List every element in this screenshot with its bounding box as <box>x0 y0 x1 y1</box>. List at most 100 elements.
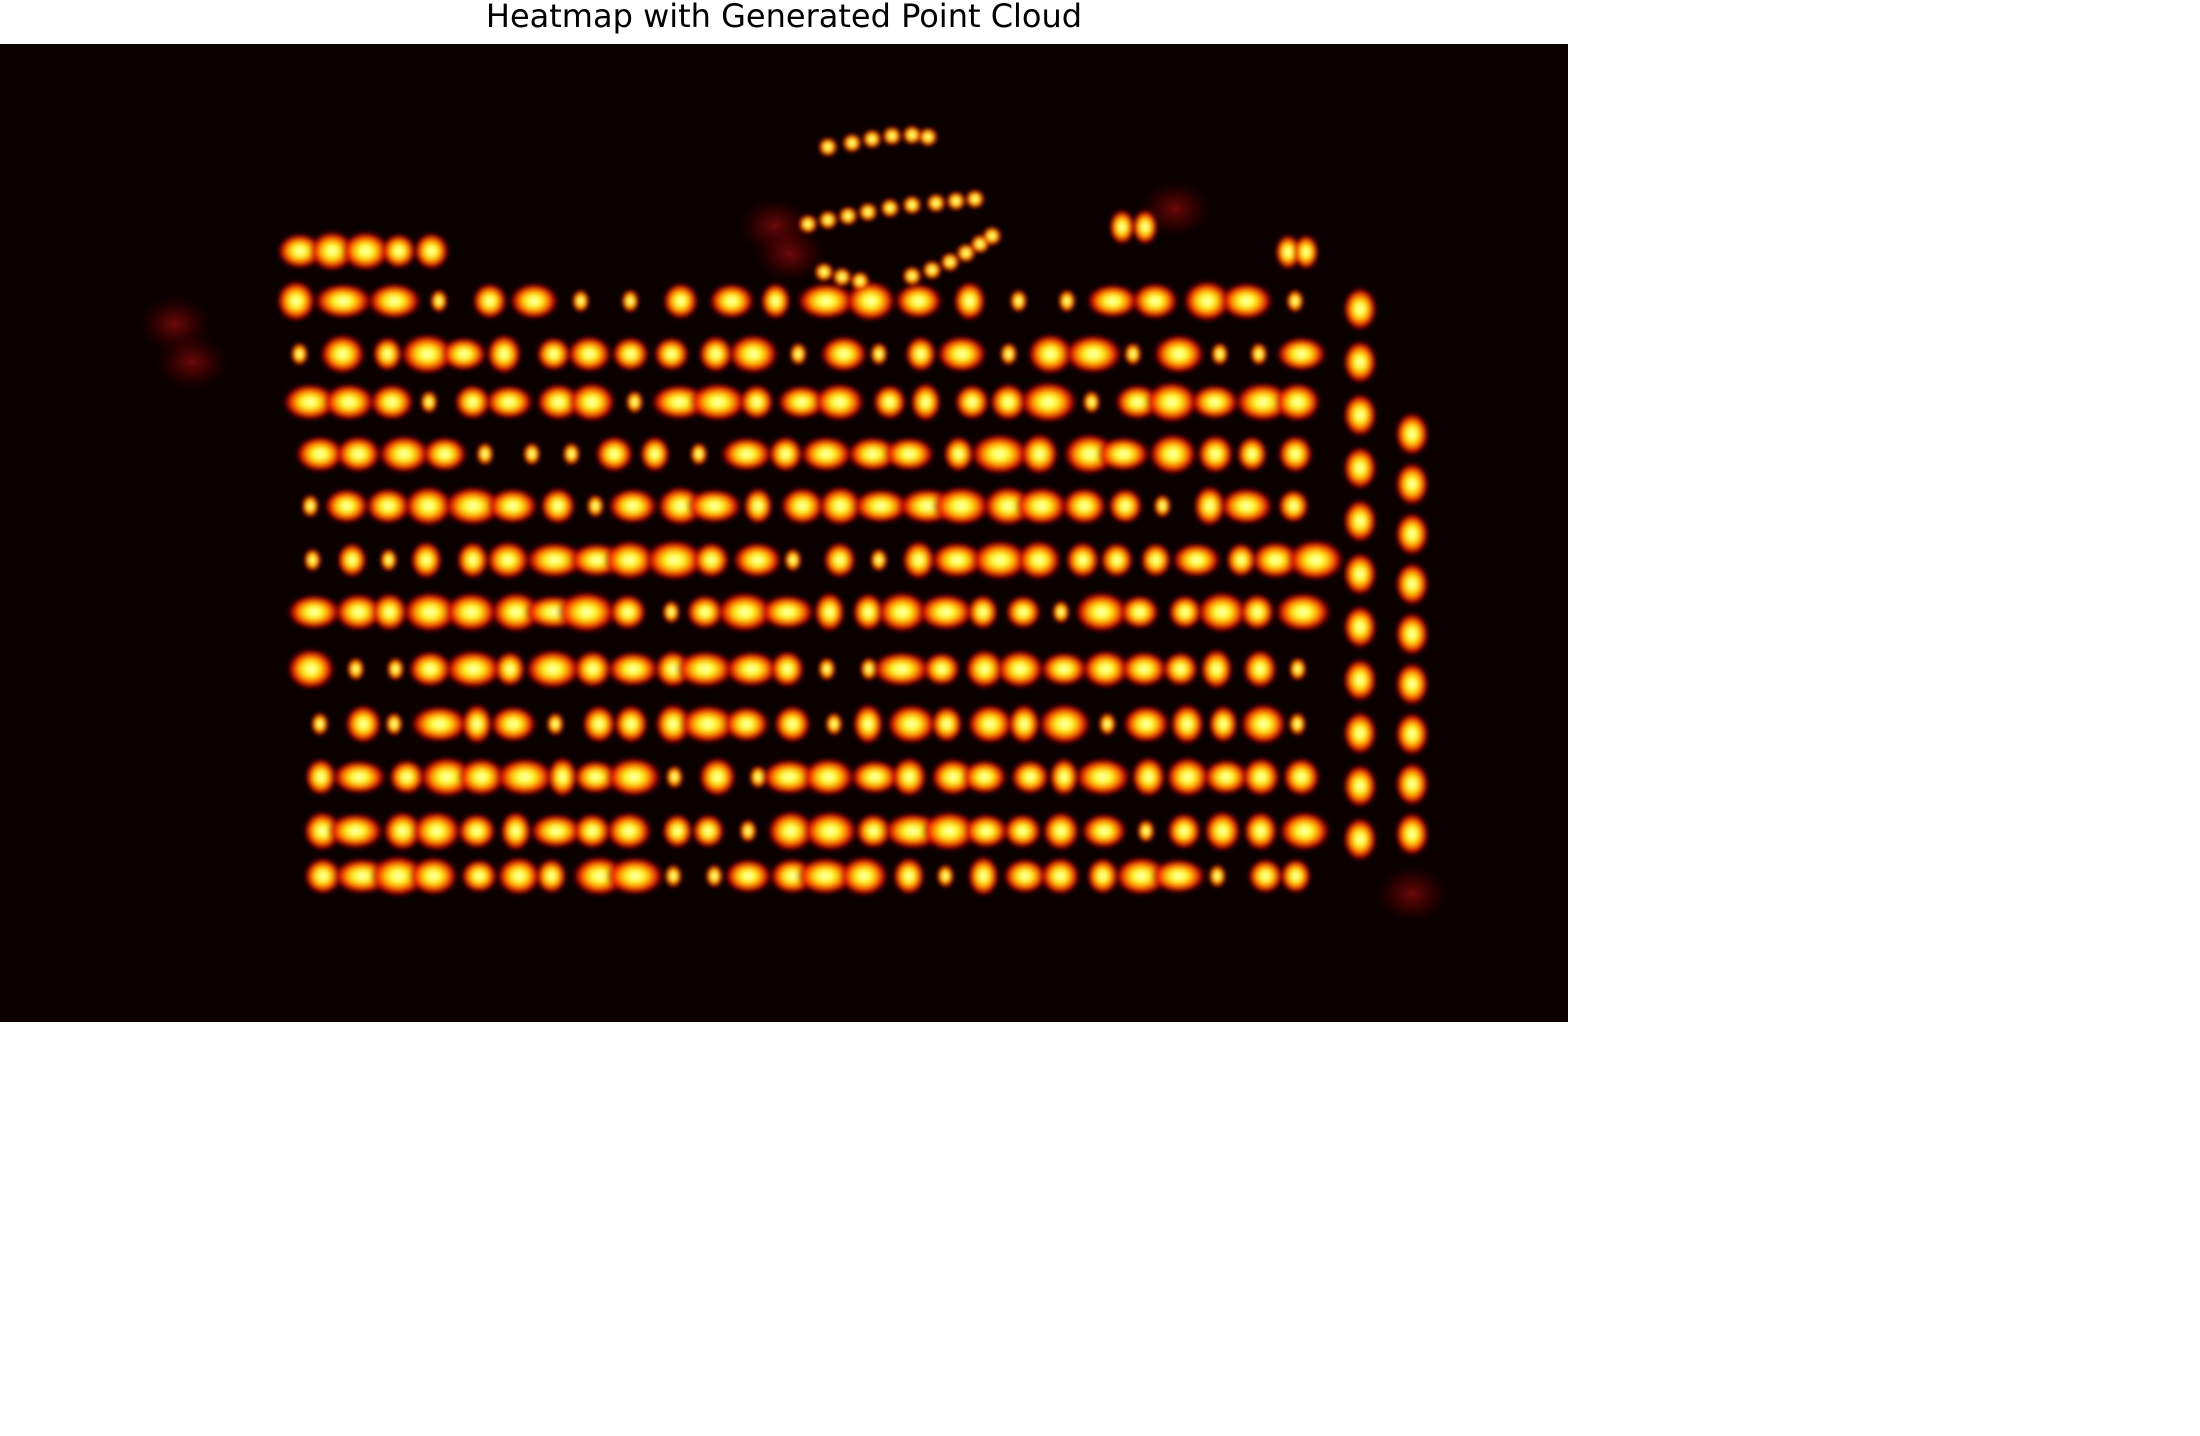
heat-point-row-10 <box>802 757 855 797</box>
heat-point-row-5 <box>686 488 743 524</box>
heat-point-row-5 <box>743 487 774 525</box>
heat-point-row-8 <box>1120 651 1168 687</box>
heat-point-row-6 <box>692 541 730 579</box>
heat-point-row-9 <box>852 703 884 745</box>
heat-point-row-4 <box>943 435 975 473</box>
heat-point-row-3 <box>1082 390 1101 414</box>
heat-point-row-10 <box>891 756 928 798</box>
heat-point-row-6 <box>1250 541 1301 579</box>
heat-point-row-12 <box>1086 857 1119 895</box>
faint-heat-region-1 <box>154 332 230 392</box>
heat-point-row-2 <box>904 335 937 373</box>
heat-point-row-9 <box>410 705 469 743</box>
heat-point-row-4 <box>1096 436 1151 472</box>
heat-point-row-1 <box>760 282 791 320</box>
heat-point-row-4 <box>883 437 935 471</box>
heat-point-row-11 <box>1080 813 1128 849</box>
heat-point-row-8 <box>1200 648 1233 690</box>
heat-point-column-0 <box>1343 499 1377 543</box>
heat-point-row-5 <box>1153 494 1172 518</box>
heat-point-arc-0 <box>842 133 862 153</box>
heat-point-row-12 <box>967 855 1000 897</box>
heat-point-row-11 <box>605 811 653 851</box>
heat-point-row-7 <box>371 592 408 632</box>
heat-point-arc-1 <box>838 206 858 226</box>
faint-regions <box>137 179 1450 924</box>
heat-point-cluster-3 <box>1293 234 1319 270</box>
heat-point-row-2 <box>789 342 808 366</box>
heat-point-row-3 <box>1145 381 1199 423</box>
heat-point-row-9 <box>461 703 493 745</box>
heat-point-row-6 <box>823 541 857 579</box>
heatmap-plot-area <box>0 44 1568 1022</box>
heat-point-column-1 <box>1395 512 1429 556</box>
heat-point-row-12 <box>892 856 926 896</box>
heat-point-row-4 <box>377 434 431 474</box>
heat-point-row-2 <box>1210 342 1229 366</box>
heat-point-row-3 <box>1190 384 1240 420</box>
heat-point-row-3 <box>1019 381 1078 423</box>
heat-point-row-1 <box>708 283 755 319</box>
heat-point-row-7 <box>686 594 724 630</box>
heat-point-row-10 <box>1241 757 1281 797</box>
heat-point-column-0 <box>1343 340 1377 384</box>
heat-point-row-11 <box>529 813 583 849</box>
heat-point-row-2 <box>819 335 869 373</box>
heat-point-row-7 <box>609 593 647 631</box>
heat-point-row-12 <box>839 855 889 897</box>
heat-point-row-12 <box>369 855 427 897</box>
heat-point-row-11 <box>1137 819 1155 843</box>
heat-point-row-9 <box>546 712 565 736</box>
heat-point-row-7 <box>1196 591 1248 633</box>
heat-point-row-11 <box>327 812 384 850</box>
heat-point-arc-1 <box>926 193 946 213</box>
heat-point-row-8 <box>606 651 660 687</box>
heat-point-row-11 <box>921 810 977 852</box>
heat-point-row-7 <box>716 591 774 633</box>
heat-point-row-11 <box>573 812 612 850</box>
heat-point-row-3 <box>454 384 491 420</box>
heat-point-row-6 <box>783 548 802 572</box>
heat-point-row-12 <box>1208 864 1227 888</box>
heat-point-row-7 <box>334 593 383 631</box>
heat-point-arc-1 <box>858 202 878 222</box>
heat-point-row-12 <box>664 864 683 888</box>
heat-point-row-6 <box>303 548 322 572</box>
heat-point-row-3 <box>776 384 827 420</box>
heat-point-row-9 <box>1038 703 1092 745</box>
heat-point-row-6 <box>379 548 398 572</box>
heat-point-row-3 <box>872 384 907 420</box>
heat-point-row-9 <box>1007 703 1041 745</box>
heat-point-column-0 <box>1343 552 1377 596</box>
heat-point-row-6 <box>1287 539 1345 581</box>
heat-point-row-4 <box>422 436 468 472</box>
heat-point-row-12 <box>304 857 342 895</box>
heat-point-row-5 <box>323 488 370 524</box>
heat-point-row-9 <box>1169 703 1205 745</box>
faint-heat-region-5 <box>752 224 828 284</box>
heat-point-row-0 <box>381 233 417 269</box>
heat-point-row-12 <box>705 864 724 888</box>
heat-point-row-1 <box>1058 289 1076 313</box>
heat-point-row-5 <box>607 488 659 524</box>
heat-point-row-8 <box>1039 651 1089 687</box>
heat-point-row-5 <box>1061 487 1108 525</box>
heat-point-row-5 <box>1015 486 1069 526</box>
heat-point-row-6 <box>1225 542 1257 578</box>
heat-point-row-8 <box>817 657 836 681</box>
heat-point-row-12 <box>1040 856 1081 896</box>
heat-point-row-11 <box>411 810 462 852</box>
heat-point-row-9 <box>773 705 811 743</box>
heat-point-row-5 <box>586 494 605 518</box>
point-cloud <box>276 125 1429 897</box>
heat-point-row-6 <box>410 540 443 580</box>
heat-point-row-2 <box>999 342 1018 366</box>
heat-point-row-5 <box>443 486 502 526</box>
heat-point-row-7 <box>1119 594 1160 630</box>
heat-point-row-1 <box>1182 280 1232 322</box>
heat-point-row-1 <box>429 289 448 313</box>
heat-point-row-3 <box>282 383 338 421</box>
heat-point-row-1 <box>796 282 856 320</box>
heat-point-row-3 <box>1234 382 1292 422</box>
heat-point-row-1 <box>1086 283 1139 319</box>
